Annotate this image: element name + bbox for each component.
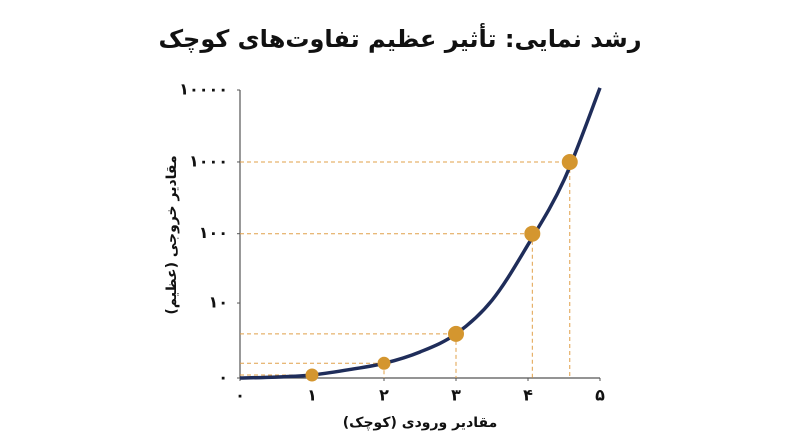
x-tick-label: ۳: [451, 386, 461, 405]
x-tick-label: ۵: [595, 386, 605, 405]
x-tick-label: ۴: [523, 386, 533, 405]
marker: [377, 356, 391, 370]
y-tick-label: ۱۰۰۰: [189, 151, 228, 170]
x-tick-label: ۱: [307, 386, 317, 405]
marker: [448, 325, 464, 342]
y-tick-label: ۱۰۰۰۰: [179, 80, 228, 99]
x-tick-label: ۰: [235, 386, 245, 405]
chart-title: رشد نمایی: تأثیر عظیم تفاوت‌های کوچک: [158, 23, 641, 53]
marker: [524, 225, 541, 242]
y-tick-label: ۱۰۰: [199, 223, 228, 242]
marker: [305, 368, 319, 382]
x-tick-label: ۲: [379, 386, 389, 405]
y-tick-label: ۱۰: [208, 293, 228, 312]
y-tick-label: ۰: [218, 368, 228, 387]
curve: [239, 87, 602, 380]
y-axis-label: مقادیر خروجی (عظیم): [164, 155, 180, 314]
marker: [561, 153, 578, 170]
x-axis-label: مقادیر ورودی (کوچک): [343, 415, 498, 431]
